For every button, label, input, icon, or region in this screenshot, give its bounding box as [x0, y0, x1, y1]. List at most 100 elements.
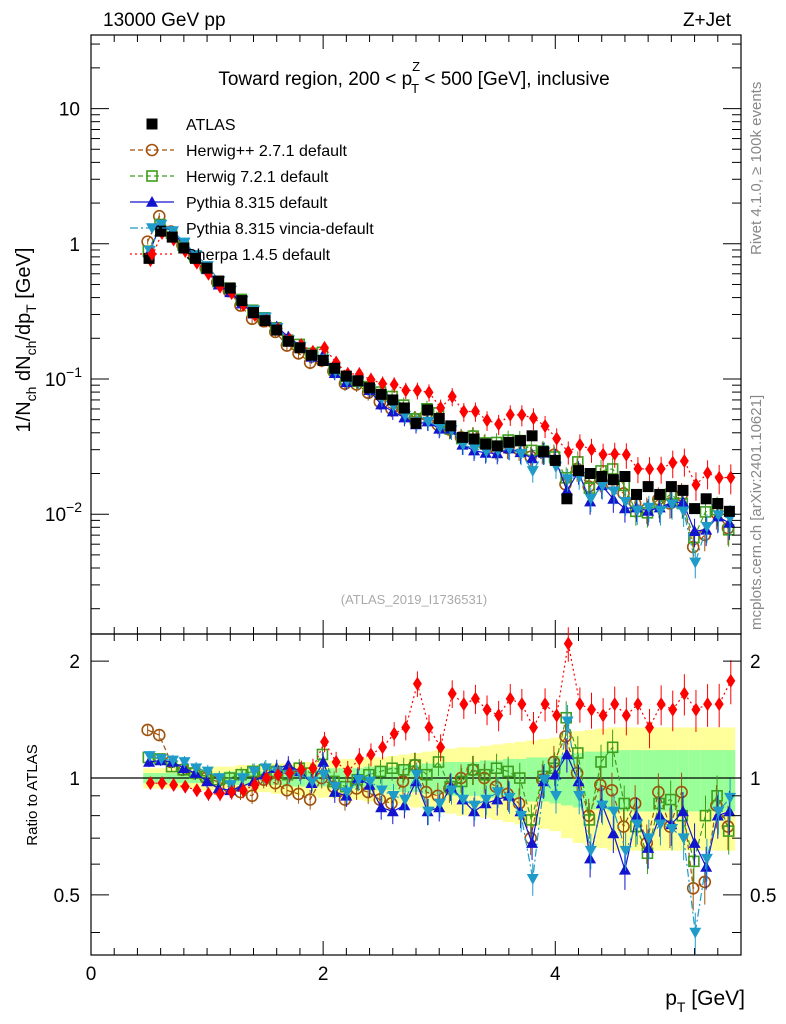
point-atlas	[596, 471, 608, 483]
ratio-point-sherpa	[296, 762, 306, 777]
legend-label-sherpa: Sherpa 1.4.5 default	[186, 247, 331, 264]
point-atlas	[248, 307, 259, 319]
series-sherpa	[145, 225, 736, 501]
ratio-point-sherpa	[412, 676, 422, 691]
y-tick-label-ratio-right: 0.5	[750, 886, 776, 907]
point-atlas	[561, 493, 573, 505]
ratio-point-herwigpp	[396, 775, 410, 788]
y-tick-label-ratio-right: 2	[750, 652, 761, 673]
point-atlas	[282, 335, 294, 347]
ratio-line-vincia	[149, 721, 731, 933]
ratio-point-vincia	[584, 845, 597, 857]
ratio-point-herwigpp	[280, 783, 294, 797]
ratio-point-vincia	[654, 819, 667, 831]
point-vincia	[654, 505, 667, 517]
point-atlas	[213, 275, 225, 287]
ratio-point-vincia	[689, 927, 702, 939]
tick-layer: 0 2 4 10 1 10−1 10−2 2 2 1 1 0.5 0.5	[45, 35, 776, 985]
ratio-point-herwig7	[432, 756, 445, 768]
ratio-point-pythia	[375, 801, 388, 813]
ratio-point-herwig7	[653, 797, 665, 810]
point-sherpa	[587, 442, 596, 457]
point-vincia	[666, 499, 679, 511]
y-tick-label-main: 10−1	[45, 364, 82, 391]
x-tick-label: 2	[318, 964, 329, 985]
point-vincia	[596, 481, 609, 493]
ratio-point-pythia	[549, 768, 562, 780]
ratio-point-sherpa	[621, 708, 631, 723]
ratio-point-sherpa	[656, 697, 666, 712]
point-atlas	[491, 440, 503, 452]
point-vincia	[712, 510, 725, 522]
x-tick-label: 4	[550, 964, 561, 985]
ratio-point-sherpa	[494, 708, 504, 723]
point-vincia	[619, 497, 632, 508]
ratio-point-sherpa	[273, 767, 283, 782]
ratio-point-sherpa	[447, 686, 457, 701]
point-vincia	[561, 474, 574, 486]
title-post: < 500 [GeV], inclusive	[419, 69, 610, 90]
point-pythia	[386, 405, 399, 417]
ratio-band-inner	[688, 750, 701, 812]
ratio-point-herwigpp	[269, 776, 282, 790]
ratio-band-inner	[491, 760, 504, 798]
ratio-point-herwig7	[502, 765, 514, 778]
point-vincia	[155, 219, 168, 231]
ratio-point-herwigpp	[698, 875, 712, 889]
point-atlas	[526, 430, 538, 442]
ratio-point-herwigpp	[686, 881, 700, 895]
point-vincia	[631, 505, 644, 517]
ratio-point-herwig7	[374, 765, 387, 778]
ratio-point-vincia	[224, 780, 237, 791]
ratio-point-sherpa	[726, 673, 736, 688]
ratio-point-sherpa	[424, 720, 434, 735]
ratio-point-herwigpp	[152, 728, 166, 742]
point-sherpa	[598, 447, 608, 462]
point-atlas	[387, 394, 399, 406]
point-sherpa	[470, 404, 480, 419]
point-atlas	[723, 505, 735, 517]
ratio-point-herwig7	[711, 789, 723, 802]
ratio-point-pythia	[317, 755, 330, 767]
y-axis-label: 1/Nch dNch/dpT [GeV]	[13, 248, 39, 433]
point-sherpa	[645, 461, 655, 476]
point-atlas	[607, 474, 619, 486]
point-sherpa	[540, 418, 550, 433]
ratio-point-sherpa	[645, 720, 655, 735]
point-atlas	[294, 342, 306, 354]
ratio-point-vincia	[410, 769, 423, 781]
point-sherpa	[482, 413, 492, 428]
legend-label-herwig7: Herwig 7.2.1 default	[186, 169, 329, 186]
point-atlas	[271, 324, 283, 336]
point-sherpa	[691, 477, 701, 492]
point-vincia	[166, 226, 179, 237]
ratio-series-sherpa	[145, 627, 736, 802]
ratio-point-herwig7	[595, 756, 607, 768]
ratio-point-sherpa	[157, 776, 167, 791]
point-sherpa	[610, 446, 620, 461]
point-atlas	[143, 252, 155, 264]
point-vincia	[433, 422, 446, 434]
ratio-band-inner	[561, 754, 573, 806]
ratio-band-inner	[526, 757, 538, 802]
ratio-point-sherpa	[552, 708, 562, 723]
point-atlas	[584, 467, 596, 479]
ratio-point-pythia	[572, 775, 585, 787]
ratio-point-sherpa	[436, 740, 446, 755]
ratio-point-pythia	[642, 842, 655, 853]
ratio-band-inner	[595, 751, 608, 810]
ratio-point-vincia	[236, 773, 249, 785]
point-sherpa	[656, 461, 666, 476]
ratio-point-sherpa	[215, 786, 225, 801]
title-sub: T	[411, 81, 419, 96]
ratio-point-vincia	[375, 785, 388, 797]
ratio-point-herwig7	[664, 793, 677, 806]
ratio-point-herwigpp	[547, 755, 561, 769]
ratio-point-sherpa	[703, 697, 713, 712]
point-pythia	[676, 496, 689, 507]
ratio-point-vincia	[306, 776, 319, 788]
point-pythia	[607, 492, 620, 504]
point-sherpa	[412, 383, 422, 398]
point-sherpa	[668, 455, 678, 470]
y-tick-label-ratio: 0.5	[54, 886, 80, 907]
